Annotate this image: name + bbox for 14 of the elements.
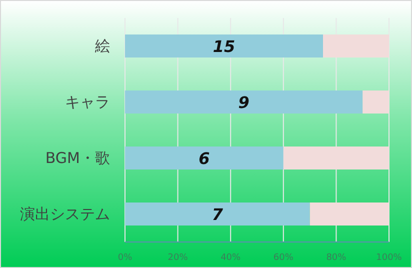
- annotation: 9: [238, 93, 250, 112]
- annotation: 7: [212, 205, 224, 224]
- annotation: 15: [212, 37, 236, 56]
- y-tick-label: 演出システム: [20, 205, 110, 223]
- y-tick-label: 絵: [94, 37, 110, 55]
- x-tick-label: 80%: [326, 253, 347, 263]
- x-tick-label: 0%: [118, 253, 133, 263]
- annotation: 6: [198, 149, 210, 168]
- x-tick-label: 40%: [220, 253, 242, 263]
- x-tick-label: 100%: [376, 253, 402, 263]
- x-tick-label: 20%: [168, 253, 188, 263]
- y-tick-label: キャラ: [65, 93, 110, 111]
- x-tick-label: 60%: [273, 253, 294, 263]
- y-tick-label: BGM・歌: [45, 149, 110, 167]
